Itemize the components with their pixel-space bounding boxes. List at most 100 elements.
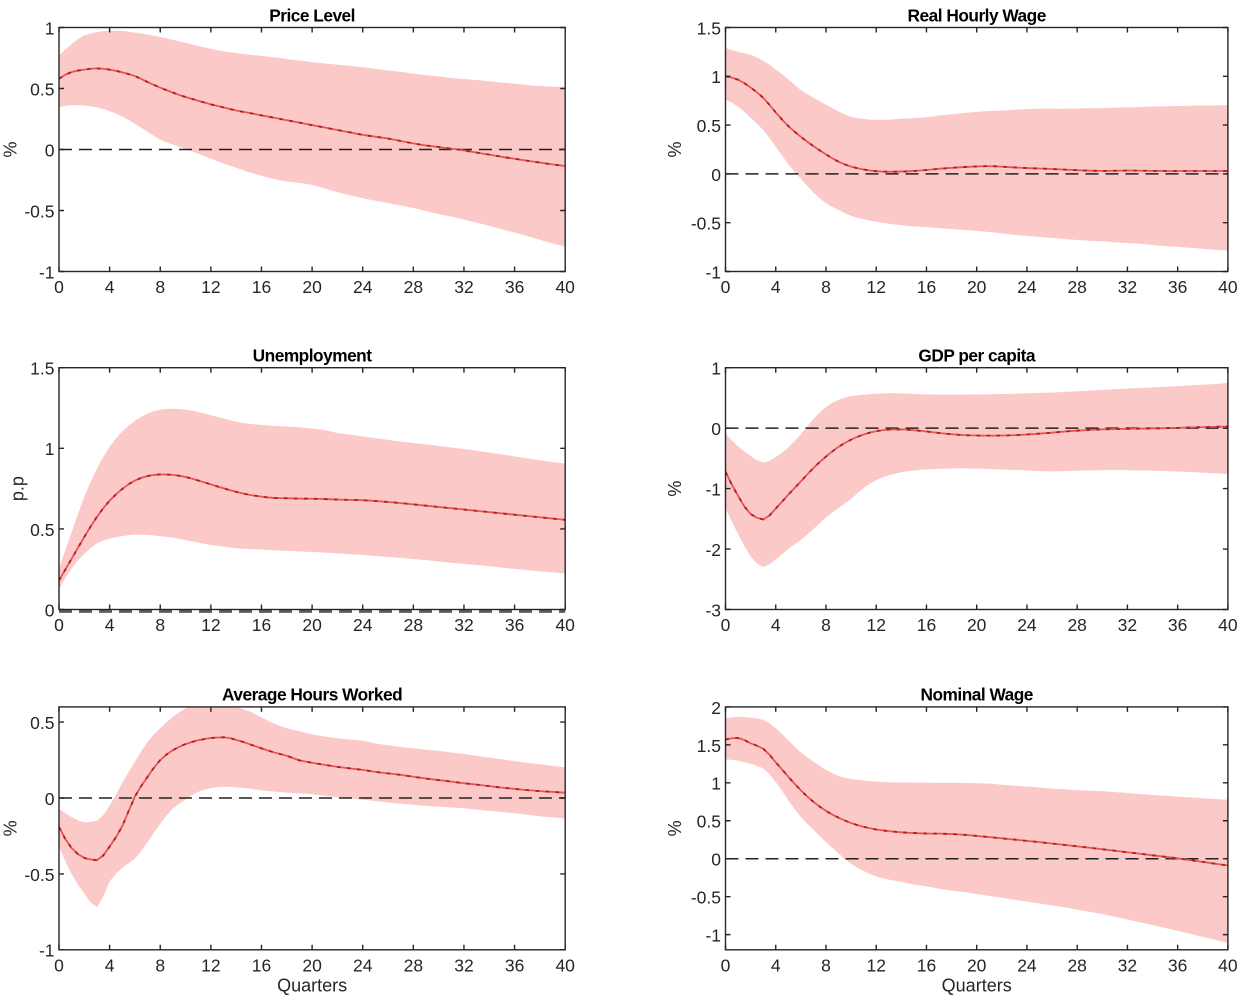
svg-text:20: 20 [302,277,322,297]
svg-text:32: 32 [1118,955,1137,975]
svg-text:8: 8 [155,955,165,975]
svg-text:0: 0 [45,600,55,620]
svg-text:%: % [1,141,21,157]
svg-text:12: 12 [201,615,220,635]
svg-text:Unemployment: Unemployment [253,346,373,366]
svg-text:0: 0 [721,955,731,975]
svg-text:28: 28 [404,277,423,297]
svg-text:36: 36 [505,955,524,975]
svg-text:20: 20 [302,615,322,635]
svg-text:36: 36 [1168,615,1187,635]
svg-text:0.5: 0.5 [30,713,54,733]
svg-text:8: 8 [155,277,165,297]
svg-text:0: 0 [54,615,64,635]
svg-text:0: 0 [54,277,64,297]
svg-text:8: 8 [821,277,831,297]
svg-text:Price Level: Price Level [269,5,355,25]
svg-text:36: 36 [1168,277,1187,297]
svg-text:40: 40 [555,955,575,975]
svg-text:4: 4 [771,277,781,297]
svg-text:12: 12 [201,955,220,975]
svg-text:12: 12 [201,277,220,297]
svg-text:-1: -1 [39,262,55,282]
svg-text:-1: -1 [705,262,721,282]
svg-text:0: 0 [711,419,721,439]
svg-text:GDP per capita: GDP per capita [918,346,1035,366]
svg-text:p.p: p.p [8,476,28,501]
svg-text:0: 0 [721,277,731,297]
svg-text:32: 32 [454,615,473,635]
svg-text:%: % [665,141,685,157]
svg-text:0: 0 [54,955,64,975]
svg-text:1: 1 [711,774,721,794]
svg-text:24: 24 [1017,955,1037,975]
svg-text:40: 40 [1218,277,1238,297]
svg-text:-0.5: -0.5 [691,214,721,234]
svg-text:28: 28 [1067,955,1086,975]
svg-text:0.5: 0.5 [697,812,721,832]
svg-text:Real Hourly Wage: Real Hourly Wage [908,5,1047,25]
svg-text:0.5: 0.5 [697,116,721,136]
svg-text:Average Hours Worked: Average Hours Worked [222,685,402,705]
svg-text:24: 24 [353,615,373,635]
svg-text:28: 28 [404,615,423,635]
svg-text:24: 24 [353,955,373,975]
svg-text:%: % [1,820,21,836]
svg-text:1: 1 [45,18,55,38]
svg-text:8: 8 [821,955,831,975]
svg-text:-3: -3 [705,600,721,620]
svg-text:4: 4 [105,277,115,297]
svg-text:-2: -2 [705,540,721,560]
svg-text:20: 20 [967,615,987,635]
svg-text:Nominal Wage: Nominal Wage [920,685,1033,705]
svg-text:40: 40 [1218,955,1238,975]
svg-text:-0.5: -0.5 [24,201,54,221]
svg-text:20: 20 [302,955,322,975]
svg-text:-0.5: -0.5 [24,865,54,885]
svg-text:32: 32 [1118,277,1137,297]
svg-text:40: 40 [555,615,575,635]
svg-text:2: 2 [711,698,721,718]
svg-text:24: 24 [1017,615,1037,635]
svg-text:4: 4 [105,955,115,975]
svg-text:4: 4 [771,955,781,975]
svg-text:1: 1 [45,439,55,459]
svg-text:12: 12 [866,955,885,975]
svg-text:-1: -1 [705,926,721,946]
svg-text:-1: -1 [39,941,55,961]
svg-text:16: 16 [252,955,271,975]
svg-text:Quarters: Quarters [277,976,347,996]
svg-text:28: 28 [404,955,423,975]
svg-text:-0.5: -0.5 [691,888,721,908]
svg-text:40: 40 [1218,615,1238,635]
svg-text:12: 12 [866,277,885,297]
svg-text:4: 4 [771,615,781,635]
svg-text:32: 32 [1118,615,1137,635]
svg-text:16: 16 [252,277,271,297]
svg-text:16: 16 [917,955,936,975]
svg-text:0: 0 [721,615,731,635]
svg-text:32: 32 [454,955,473,975]
svg-text:20: 20 [967,277,987,297]
svg-text:4: 4 [105,615,115,635]
svg-text:0.5: 0.5 [30,520,54,540]
svg-text:0: 0 [711,165,721,185]
svg-text:8: 8 [821,615,831,635]
svg-text:16: 16 [917,615,936,635]
svg-text:36: 36 [505,277,524,297]
svg-text:40: 40 [555,277,575,297]
svg-text:36: 36 [505,615,524,635]
svg-text:1.5: 1.5 [697,736,721,756]
svg-text:8: 8 [155,615,165,635]
svg-text:1.5: 1.5 [697,18,721,38]
svg-text:20: 20 [967,955,987,975]
svg-text:0: 0 [711,850,721,870]
svg-text:28: 28 [1067,277,1086,297]
svg-text:36: 36 [1168,955,1187,975]
svg-text:24: 24 [353,277,373,297]
svg-text:1.5: 1.5 [30,359,54,379]
svg-text:0.5: 0.5 [30,79,54,99]
svg-text:12: 12 [866,615,885,635]
svg-text:16: 16 [252,615,271,635]
svg-text:-1: -1 [705,480,721,500]
